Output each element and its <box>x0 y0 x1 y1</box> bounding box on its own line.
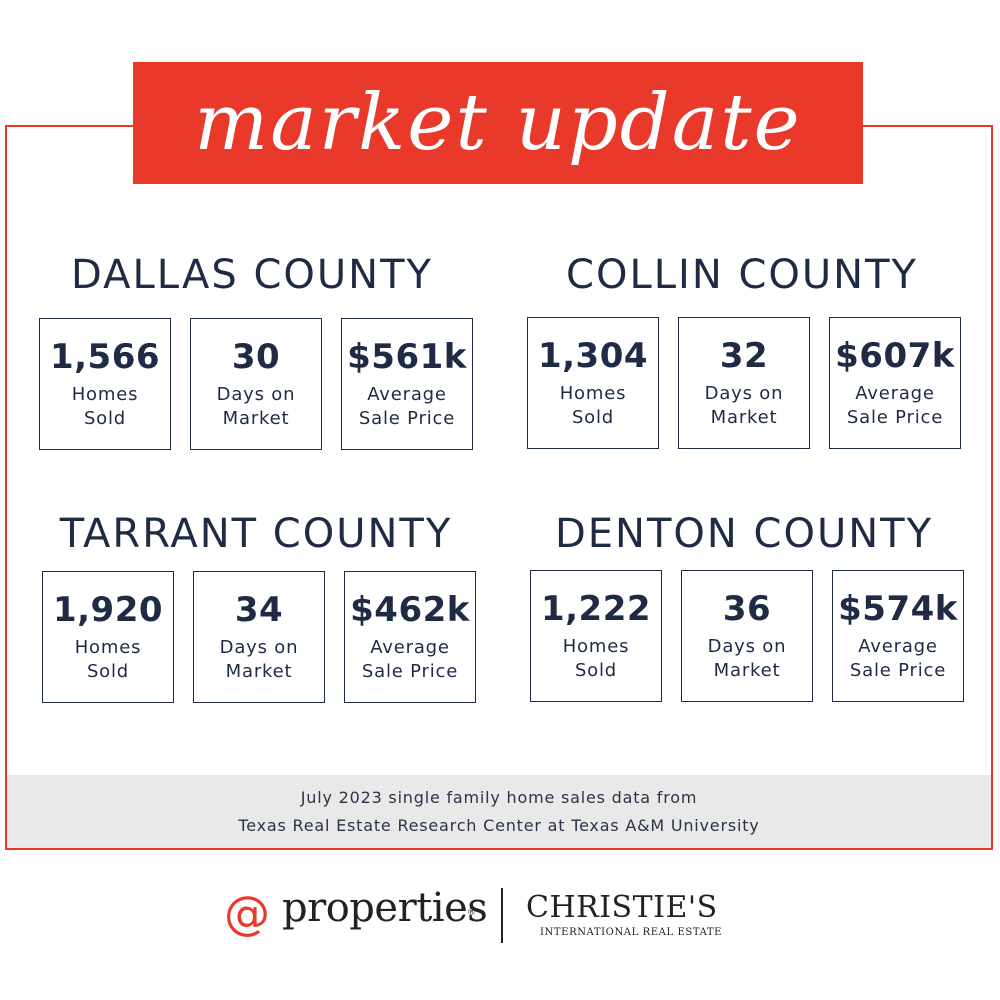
logo-divider <box>501 888 503 943</box>
stat-box-collin-homes: 1,304 Homes Sold <box>527 317 659 449</box>
stat-value: 32 <box>719 336 769 376</box>
county-title-collin: COLLIN COUNTY <box>566 252 918 298</box>
county-title-dallas: DALLAS COUNTY <box>71 252 433 298</box>
county-title-denton: DENTON COUNTY <box>554 511 934 557</box>
stat-value: 34 <box>234 590 284 630</box>
stat-label: Average Sale Price <box>849 636 947 681</box>
stat-value: $561k <box>347 337 467 377</box>
stat-box-dallas-price: $561k Average Sale Price <box>341 318 473 450</box>
stat-box-collin-days: 32 Days on Market <box>678 317 810 449</box>
stat-box-denton-price: $574k Average Sale Price <box>832 570 964 702</box>
stat-label: Days on Market <box>216 384 296 429</box>
at-properties-logo-icon: @ <box>224 886 270 940</box>
stat-value: 1,566 <box>49 337 161 377</box>
stat-value: $574k <box>838 589 958 629</box>
registered-mark: ® <box>467 908 476 918</box>
stat-label: Days on Market <box>704 383 784 428</box>
stat-label: Average Sale Price <box>358 384 456 429</box>
stat-label: Homes Sold <box>74 637 142 682</box>
stat-box-denton-homes: 1,222 Homes Sold <box>530 570 662 702</box>
stat-box-tarrant-price: $462k Average Sale Price <box>344 571 476 703</box>
stat-value: 30 <box>231 337 281 377</box>
stat-label: Homes Sold <box>559 383 627 428</box>
christies-logo-subtitle: INTERNATIONAL REAL ESTATE <box>540 927 723 938</box>
stat-label: Days on Market <box>219 637 299 682</box>
page-title: market update <box>194 78 802 168</box>
at-properties-logo-text: properties <box>282 885 488 931</box>
stat-box-dallas-days: 30 Days on Market <box>190 318 322 450</box>
stat-label: Average Sale Price <box>361 637 459 682</box>
source-line-2: Texas Real Estate Research Center at Tex… <box>238 815 760 835</box>
christies-logo-text: CHRISTIE'S <box>526 890 718 925</box>
stat-label: Days on Market <box>707 636 787 681</box>
stat-label: Homes Sold <box>562 636 630 681</box>
stat-box-tarrant-homes: 1,920 Homes Sold <box>42 571 174 703</box>
title-banner: market update <box>133 62 863 184</box>
stat-box-denton-days: 36 Days on Market <box>681 570 813 702</box>
content-frame <box>5 125 993 850</box>
stat-label: Average Sale Price <box>846 383 944 428</box>
stat-value: 1,920 <box>52 590 164 630</box>
stat-label: Homes Sold <box>71 384 139 429</box>
stat-box-tarrant-days: 34 Days on Market <box>193 571 325 703</box>
source-footer: July 2023 single family home sales data … <box>7 775 991 848</box>
stat-box-collin-price: $607k Average Sale Price <box>829 317 961 449</box>
stat-value: 1,222 <box>540 589 652 629</box>
source-line-1: July 2023 single family home sales data … <box>300 787 698 807</box>
county-title-tarrant: TARRANT COUNTY <box>59 511 453 557</box>
stat-value: 1,304 <box>537 336 649 376</box>
stat-value: $462k <box>350 590 470 630</box>
stat-box-dallas-homes: 1,566 Homes Sold <box>39 318 171 450</box>
stat-value: 36 <box>722 589 772 629</box>
stat-value: $607k <box>835 336 955 376</box>
